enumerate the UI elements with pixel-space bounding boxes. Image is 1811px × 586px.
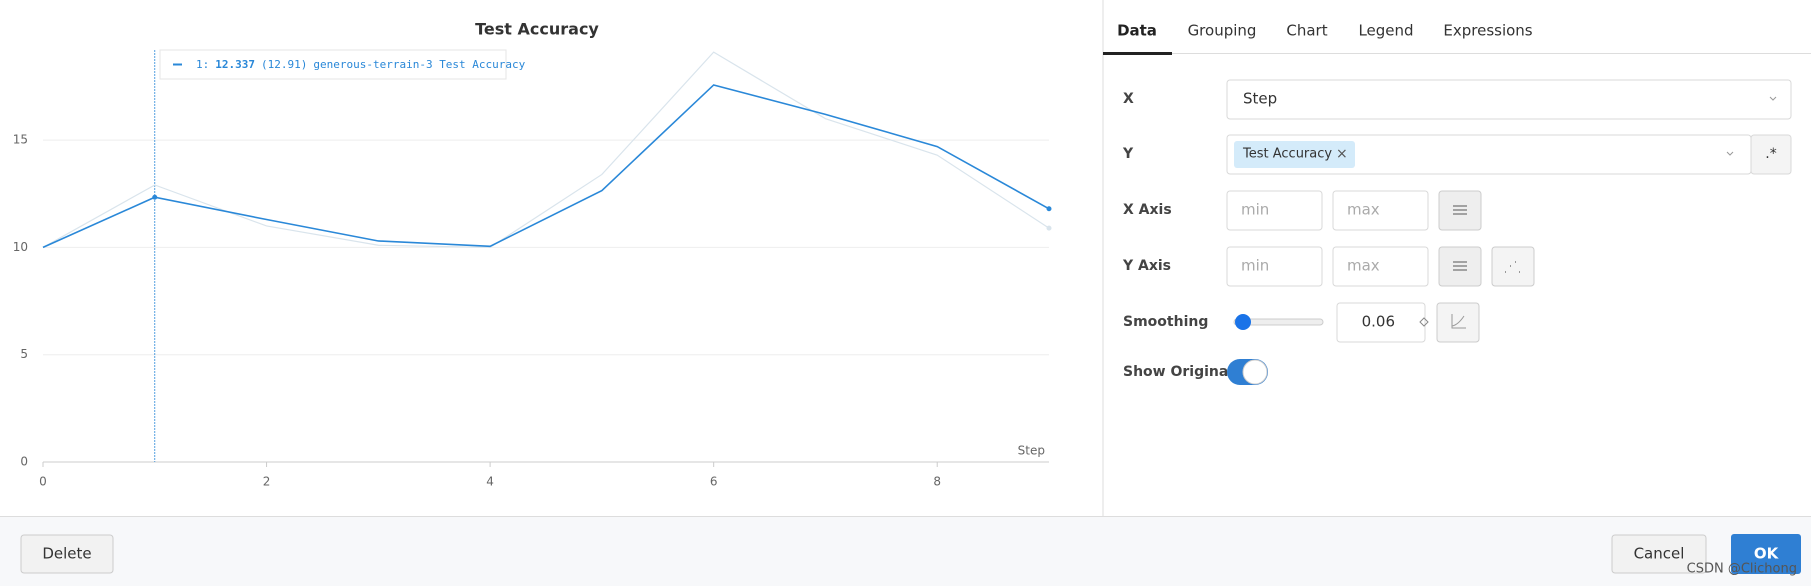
chevron: [1769, 96, 1777, 101]
point: [1046, 225, 1052, 231]
tab[interactable]: Data: [1117, 22, 1157, 40]
tooltip-text: 1: 12.337 (12.91) generous-terrain-3 Test A…: [196, 58, 526, 71]
tag-text: Test Accuracy: [1242, 147, 1332, 162]
ok-button[interactable]: [1731, 534, 1801, 574]
tag: [1234, 141, 1355, 168]
icon: [1453, 261, 1467, 271]
point: [152, 194, 158, 200]
footer: [0, 516, 1811, 586]
y-tick-label: 10: [13, 240, 28, 254]
input[interactable]: [1332, 190, 1429, 231]
tag-remove[interactable]: ×: [1336, 146, 1348, 162]
x-axis-label: Step: [1018, 444, 1045, 458]
cancel-button[interactable]: [1611, 534, 1707, 574]
button-text: OK: [1754, 545, 1780, 563]
placeholder: min: [1241, 201, 1269, 219]
y-tick-label: 15: [13, 133, 28, 147]
icon: [1451, 314, 1466, 329]
input[interactable]: [1226, 246, 1323, 287]
tab[interactable]: Legend: [1358, 22, 1413, 40]
tooltip: [159, 49, 507, 80]
button-text: Cancel: [1634, 545, 1685, 563]
button-text: Delete: [42, 545, 91, 563]
tab[interactable]: Expressions: [1443, 22, 1532, 40]
x-tick-label: 6: [710, 475, 718, 489]
field-label: Y: [1122, 146, 1134, 162]
icon-button[interactable]: [1491, 246, 1535, 287]
y-tick-label: 5: [20, 347, 28, 361]
tab[interactable]: Chart: [1286, 22, 1327, 40]
tab[interactable]: Grouping: [1188, 22, 1257, 40]
field-label: X: [1123, 91, 1134, 107]
toggle-knob: [1242, 359, 1268, 385]
regex-text: .*: [1765, 146, 1776, 162]
input[interactable]: [1336, 302, 1426, 343]
x-tick-label: 8: [933, 475, 941, 489]
tooltip-part: 12.337: [215, 58, 255, 71]
icon: [1505, 261, 1520, 273]
placeholder: max: [1347, 257, 1380, 275]
select[interactable]: [1226, 79, 1792, 120]
delete-button[interactable]: [20, 534, 114, 574]
spinner: [1419, 317, 1429, 327]
point: [1046, 206, 1052, 212]
input[interactable]: [1332, 246, 1429, 287]
x-tick-label: 0: [39, 475, 47, 489]
slider-handle[interactable]: [1235, 314, 1251, 330]
chart-area: Test Accuracy 0 5 10 15 0 2 4 6 8 Step 1: 12.337 (12…: [13, 20, 1052, 489]
field-label: Show Original: [1123, 364, 1233, 380]
tooltip-part: (12.91): [261, 58, 307, 71]
chevron: [1726, 151, 1734, 156]
chart-title: Test Accuracy: [475, 20, 599, 39]
placeholder: min: [1241, 257, 1269, 275]
y-tick-label: 0: [20, 455, 28, 469]
line: [42, 84, 1050, 249]
input[interactable]: [1226, 190, 1323, 231]
tab-indicator: [1103, 52, 1172, 55]
field-label: X Axis: [1123, 202, 1172, 218]
placeholder: max: [1347, 201, 1380, 219]
x-tick-label: 4: [486, 475, 494, 489]
watermark: CSDN @Clichong: [1687, 562, 1797, 577]
regex-button[interactable]: [1750, 134, 1792, 175]
icon: [1453, 205, 1467, 215]
x-tick-label: 2: [263, 475, 271, 489]
slider-track: [1233, 318, 1324, 326]
tooltip-part: generous-terrain-3 Test Accuracy: [313, 58, 525, 71]
field-label: Smoothing: [1123, 314, 1208, 330]
field-label: Y Axis: [1122, 258, 1171, 274]
input-value: 0.06: [1362, 313, 1395, 331]
select-value: Step: [1243, 90, 1277, 108]
tooltip-part: 1:: [196, 58, 209, 71]
line: [42, 51, 1050, 249]
